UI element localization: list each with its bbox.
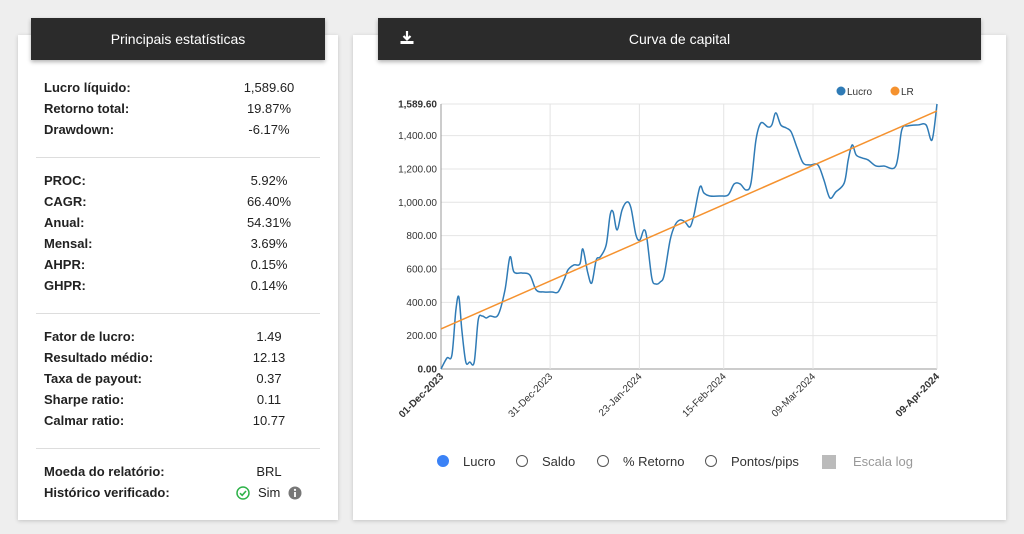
stat-value: 0.11: [256, 392, 282, 407]
download-icon[interactable]: [399, 30, 415, 46]
stat-label: GHPR:: [44, 278, 86, 293]
stat-label: AHPR:: [44, 257, 86, 272]
x-tick-label: 09-Apr-2024: [894, 371, 943, 420]
stat-label: Histórico verificado:: [44, 485, 170, 500]
separator: [36, 157, 320, 158]
stat-label: Calmar ratio:: [44, 413, 125, 428]
stat-value: 10.77: [252, 413, 286, 428]
stats-title: Principais estatísticas: [31, 18, 325, 60]
stat-value: 0.15%: [250, 257, 288, 272]
verified-icon: [236, 486, 250, 500]
stat-value: 5.92%: [250, 173, 288, 188]
y-tick-label: 600.00: [406, 264, 437, 275]
stat-value: Sim: [258, 485, 281, 500]
stats-card: [18, 35, 338, 520]
legend-marker: [836, 86, 846, 96]
x-tick-label: 31-Dec-2023: [507, 371, 556, 420]
radio-button[interactable]: [437, 455, 449, 467]
legend-label: Lucro: [847, 87, 872, 98]
radio-button[interactable]: [705, 455, 717, 467]
line-series: [440, 103, 938, 370]
legend-marker: [890, 86, 900, 96]
chart-card: [353, 35, 1006, 520]
stat-value: 12.13: [252, 350, 286, 365]
separator: [36, 313, 320, 314]
checkbox[interactable]: [822, 455, 836, 469]
stat-label: Mensal:: [44, 236, 93, 251]
y-tick-label: 200.00: [406, 331, 437, 342]
x-tick-label: 01-Dec-2023: [397, 371, 446, 420]
y-tick-label: 1,589.60: [398, 100, 437, 111]
stat-value: 66.40%: [246, 194, 292, 209]
x-tick-label: 15-Feb-2024: [681, 371, 730, 420]
radio-label[interactable]: % Retorno: [623, 454, 685, 469]
stat-value: -6.17%: [248, 122, 290, 137]
legend-label: LR: [901, 87, 914, 98]
stat-label: Retorno total:: [44, 101, 130, 116]
radio-button[interactable]: [597, 455, 609, 467]
radio-label[interactable]: Pontos/pips: [731, 454, 799, 469]
x-tick-label: 09-Mar-2024: [770, 371, 819, 420]
y-tick-label: 800.00: [406, 231, 437, 242]
y-tick-label: 1,000.00: [398, 198, 437, 209]
stat-label: Taxa de payout:: [44, 371, 143, 386]
y-tick-label: 400.00: [406, 298, 437, 309]
stat-value: 54.31%: [246, 215, 292, 230]
stat-label: Lucro líquido:: [44, 80, 131, 95]
stat-value: BRL: [256, 464, 282, 479]
stat-value: 3.69%: [250, 236, 288, 251]
radio-label[interactable]: Saldo: [542, 454, 576, 469]
stat-value: 19.87%: [246, 101, 292, 116]
y-tick-label: 0.00: [418, 365, 438, 376]
stat-label: Drawdown:: [44, 122, 115, 137]
line-series: [440, 110, 938, 330]
stat-value: 1,589.60: [243, 80, 295, 95]
stat-label: PROC:: [44, 173, 86, 188]
stat-value: 0.14%: [250, 278, 288, 293]
radio-label[interactable]: Lucro: [463, 454, 496, 469]
separator: [36, 448, 320, 449]
chart-panel-title: Curva de capital: [378, 18, 981, 60]
radio-button[interactable]: [516, 455, 528, 467]
stat-label: Moeda do relatório:: [44, 464, 165, 479]
stat-value: 0.37: [256, 371, 282, 386]
stat-label: Resultado médio:: [44, 350, 154, 365]
info-icon[interactable]: [288, 486, 302, 500]
y-tick-label: 1,200.00: [398, 164, 437, 175]
checkbox-label[interactable]: Escala log: [853, 454, 913, 469]
stat-label: CAGR:: [44, 194, 87, 209]
x-tick-label: 23-Jan-2024: [597, 371, 645, 419]
stat-value: 1.49: [256, 329, 282, 344]
y-tick-label: 1,400.00: [398, 131, 437, 142]
stat-label: Fator de lucro:: [44, 329, 136, 344]
stat-label: Sharpe ratio:: [44, 392, 125, 407]
stat-label: Anual:: [44, 215, 85, 230]
